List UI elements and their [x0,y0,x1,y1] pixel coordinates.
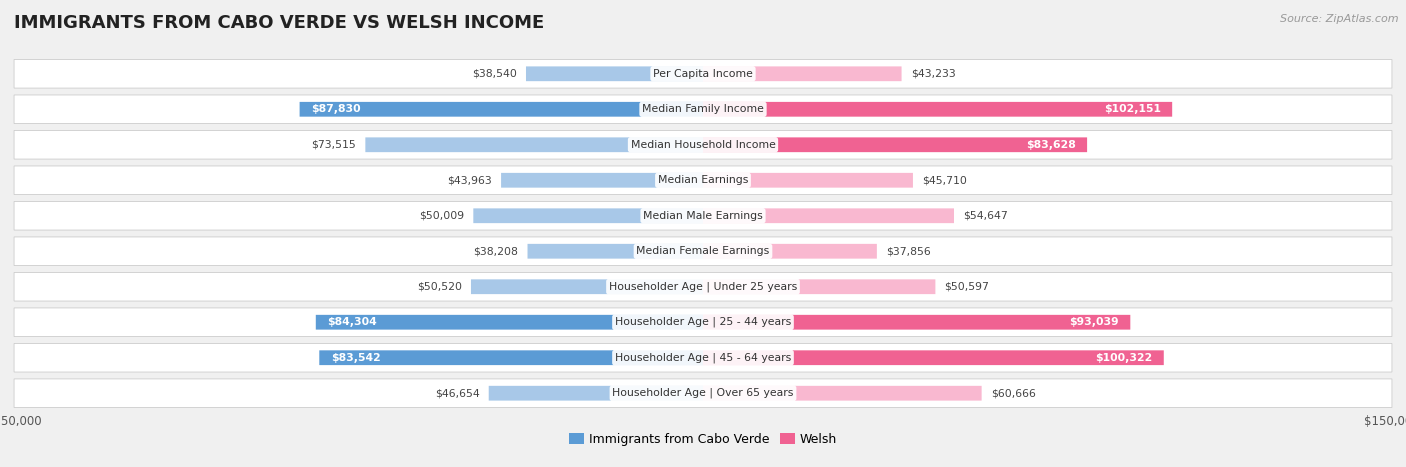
Text: Median Household Income: Median Household Income [630,140,776,150]
FancyBboxPatch shape [703,386,981,401]
FancyBboxPatch shape [14,201,1392,230]
Text: Householder Age | Under 25 years: Householder Age | Under 25 years [609,282,797,292]
FancyBboxPatch shape [14,379,1392,408]
FancyBboxPatch shape [703,350,1164,365]
Text: $87,830: $87,830 [311,104,361,114]
Text: $84,304: $84,304 [328,317,377,327]
Text: Median Male Earnings: Median Male Earnings [643,211,763,221]
FancyBboxPatch shape [14,308,1392,337]
FancyBboxPatch shape [14,272,1392,301]
FancyBboxPatch shape [703,315,1130,330]
Text: $38,540: $38,540 [472,69,517,79]
Text: $60,666: $60,666 [991,388,1036,398]
FancyBboxPatch shape [703,279,935,294]
FancyBboxPatch shape [319,350,703,365]
Text: Householder Age | Over 65 years: Householder Age | Over 65 years [612,388,794,398]
FancyBboxPatch shape [703,66,901,81]
FancyBboxPatch shape [14,343,1392,372]
FancyBboxPatch shape [703,244,877,259]
FancyBboxPatch shape [14,59,1392,88]
Text: $73,515: $73,515 [311,140,356,150]
Text: Source: ZipAtlas.com: Source: ZipAtlas.com [1281,14,1399,24]
FancyBboxPatch shape [14,166,1392,195]
Text: IMMIGRANTS FROM CABO VERDE VS WELSH INCOME: IMMIGRANTS FROM CABO VERDE VS WELSH INCO… [14,14,544,32]
Text: $45,710: $45,710 [922,175,967,185]
FancyBboxPatch shape [703,173,912,188]
Text: Householder Age | 45 - 64 years: Householder Age | 45 - 64 years [614,353,792,363]
Text: Per Capita Income: Per Capita Income [652,69,754,79]
FancyBboxPatch shape [366,137,703,152]
Text: $50,009: $50,009 [419,211,464,221]
FancyBboxPatch shape [474,208,703,223]
Text: $83,542: $83,542 [330,353,381,363]
Text: $43,963: $43,963 [447,175,492,185]
Text: $43,233: $43,233 [911,69,956,79]
Text: Householder Age | 25 - 44 years: Householder Age | 25 - 44 years [614,317,792,327]
FancyBboxPatch shape [316,315,703,330]
Text: Median Female Earnings: Median Female Earnings [637,246,769,256]
Legend: Immigrants from Cabo Verde, Welsh: Immigrants from Cabo Verde, Welsh [564,428,842,451]
FancyBboxPatch shape [14,237,1392,266]
FancyBboxPatch shape [489,386,703,401]
Text: $38,208: $38,208 [474,246,519,256]
FancyBboxPatch shape [703,102,1173,117]
Text: $50,520: $50,520 [416,282,461,292]
Text: $83,628: $83,628 [1026,140,1076,150]
Text: Median Family Income: Median Family Income [643,104,763,114]
FancyBboxPatch shape [526,66,703,81]
Text: $50,597: $50,597 [945,282,990,292]
FancyBboxPatch shape [703,137,1087,152]
FancyBboxPatch shape [703,208,955,223]
Text: $46,654: $46,654 [434,388,479,398]
Text: $54,647: $54,647 [963,211,1008,221]
FancyBboxPatch shape [14,130,1392,159]
FancyBboxPatch shape [299,102,703,117]
FancyBboxPatch shape [471,279,703,294]
Text: $102,151: $102,151 [1104,104,1161,114]
Text: $37,856: $37,856 [886,246,931,256]
FancyBboxPatch shape [14,95,1392,124]
FancyBboxPatch shape [501,173,703,188]
Text: $93,039: $93,039 [1069,317,1119,327]
FancyBboxPatch shape [527,244,703,259]
Text: Median Earnings: Median Earnings [658,175,748,185]
Text: $100,322: $100,322 [1095,353,1153,363]
